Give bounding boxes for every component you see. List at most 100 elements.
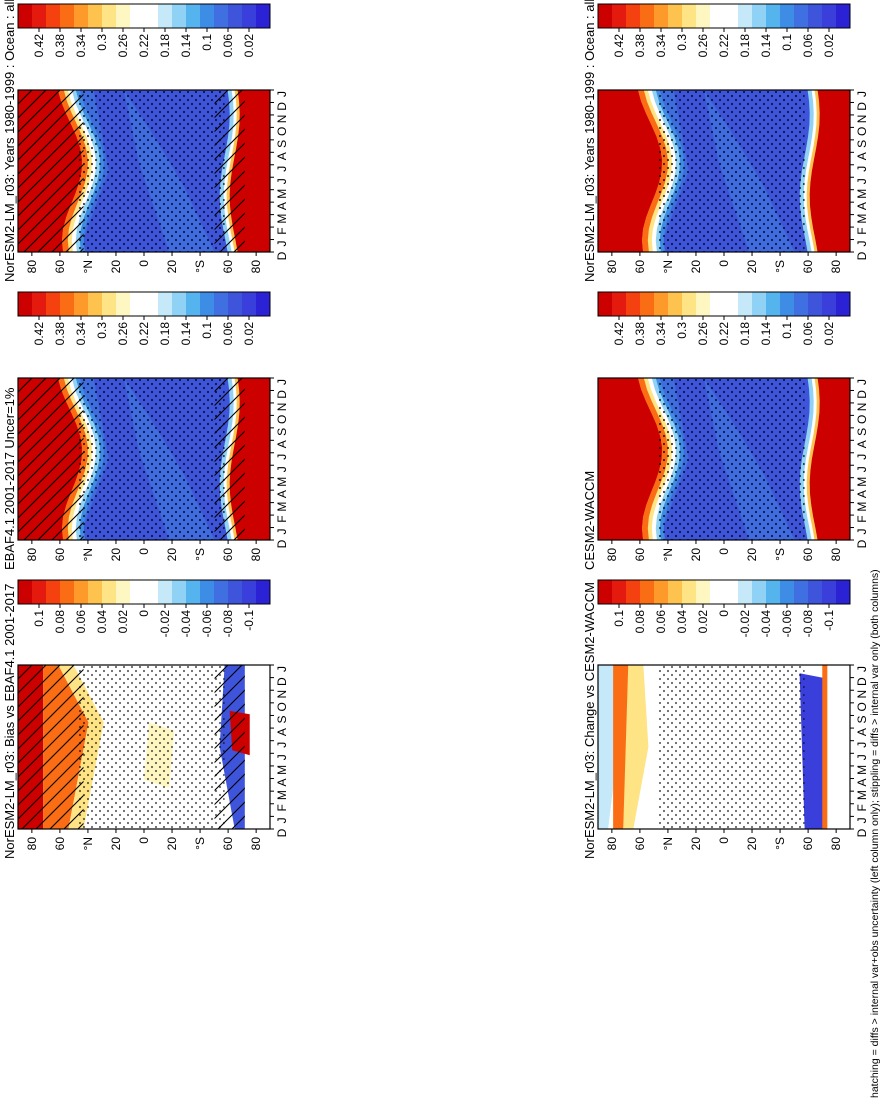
colorbar-label: 0 — [137, 610, 151, 617]
colorbar-swatch — [256, 292, 271, 316]
colorbar: 0.42 0.38 0.34 0.3 0.26 0.22 0.18 0.14 0.1 0.06 0.… — [597, 291, 851, 346]
lat-tick-label: 20 — [745, 837, 759, 851]
month-tick-label: M — [855, 790, 869, 800]
colorbar-swatch — [598, 580, 613, 604]
colorbar-swatch — [710, 580, 725, 604]
panel-title: NorESM2-LM_r03: Change vs CESM2-WACCM — [582, 582, 597, 859]
colorbar-swatch — [654, 4, 669, 28]
heatmap-field — [18, 665, 270, 829]
lat-tick-label: °S — [193, 260, 207, 273]
month-tick-label: M — [855, 477, 869, 487]
month-tick-label: J — [275, 166, 289, 172]
month-tick-label: J — [275, 817, 289, 823]
heatmap-field — [598, 90, 850, 252]
lat-tick-label: 20 — [745, 548, 759, 562]
month-tick-label: A — [275, 202, 289, 210]
month-tick-label: J — [855, 166, 869, 172]
colorbar-swatch — [752, 292, 767, 316]
month-tick-label: D — [855, 251, 869, 260]
chart-panel-6: 0.1 0.08 0.06 0.04 0.02 0 -0.02 -0.04 -0.06 -0.08… — [582, 579, 869, 859]
colorbar-label: 0.06 — [801, 322, 815, 346]
month-tick-label: S — [275, 715, 289, 723]
month-tick-label: J — [855, 742, 869, 748]
field-band — [809, 378, 850, 540]
colorbar-swatch — [214, 4, 229, 28]
colorbar-swatch — [654, 292, 669, 316]
month-tick-label: A — [855, 152, 869, 160]
month-tick-label: M — [855, 502, 869, 512]
month-tick-label: J — [275, 454, 289, 460]
month-tick-label: O — [855, 702, 869, 711]
colorbar-label: 0.3 — [95, 322, 109, 339]
heatmap-field — [598, 378, 850, 540]
hatching-overlay — [214, 90, 245, 252]
colorbar-label: 0.22 — [137, 34, 151, 58]
chart-panel-2: 0.42 0.38 0.34 0.3 0.26 0.22 0.18 0.14 0.1 0.06 0.… — [2, 291, 289, 570]
colorbar-swatch — [116, 292, 131, 316]
colorbar-swatch — [200, 4, 215, 28]
month-tick-label: F — [275, 804, 289, 811]
month-tick-label: J — [275, 241, 289, 247]
colorbar-swatch — [626, 4, 641, 28]
colorbar-swatch — [696, 4, 711, 28]
chart-panel-3: 0.1 0.08 0.06 0.04 0.02 0 -0.02 -0.04 -0.06 -0.08… — [2, 579, 289, 859]
colorbar-label: 0.34 — [654, 34, 668, 58]
hatching-overlay — [214, 378, 245, 540]
heatmap-field — [18, 90, 270, 252]
colorbar-label: 0.14 — [759, 322, 773, 346]
colorbar-swatch — [780, 4, 795, 28]
panel-title: EBAF4.1 2001-2017 Uncer=1% — [2, 387, 17, 570]
colorbar-swatch — [46, 4, 61, 28]
colorbar-label: 0.14 — [759, 34, 773, 58]
colorbar-label: -0.04 — [759, 610, 773, 638]
month-tick-label: M — [275, 189, 289, 199]
colorbar-label: 0.38 — [633, 34, 647, 58]
month-tick-label: F — [855, 804, 869, 811]
lat-tick-label: °S — [193, 548, 207, 561]
panel-title: NorESM2-LM_r03: Years 1980-1999 : Ocean … — [582, 0, 597, 282]
lat-tick-label: 60 — [801, 260, 815, 274]
lat-tick-label: °S — [773, 837, 787, 850]
colorbar-swatch — [256, 580, 271, 604]
lat-tick-label: 20 — [109, 260, 123, 274]
colorbar-swatch — [18, 580, 33, 604]
colorbar-swatch — [682, 4, 697, 28]
colorbar-swatch — [116, 580, 131, 604]
colorbar-label: 0.26 — [116, 322, 130, 346]
lat-tick-label: 60 — [53, 548, 67, 562]
month-tick-label: A — [275, 728, 289, 736]
hatching-overlay — [18, 665, 84, 829]
colorbar-swatch — [682, 580, 697, 604]
month-tick-label: S — [855, 428, 869, 436]
colorbar-label: 0.02 — [822, 322, 836, 346]
colorbar-swatch — [696, 580, 711, 604]
colorbar-label: 0.1 — [200, 322, 214, 339]
field-region — [598, 665, 619, 829]
colorbar-swatch — [780, 580, 795, 604]
colorbar-swatch — [794, 580, 809, 604]
colorbar-swatch — [88, 580, 103, 604]
colorbar-swatch — [822, 4, 837, 28]
colorbar-swatch — [130, 580, 145, 604]
colorbar-swatch — [228, 4, 243, 28]
month-tick-label: D — [275, 677, 289, 686]
month-tick-label: J — [855, 666, 869, 672]
colorbar-swatch — [668, 4, 683, 28]
colorbar-swatch — [668, 580, 683, 604]
month-tick-label: N — [275, 690, 289, 699]
colorbar-swatch — [640, 292, 655, 316]
month-tick-label: D — [855, 677, 869, 686]
colorbar-label: 0.02 — [242, 322, 256, 346]
colorbar-label: -0.08 — [801, 610, 815, 638]
colorbar-label: 0.02 — [696, 610, 710, 634]
colorbar: 0.42 0.38 0.34 0.3 0.26 0.22 0.18 0.14 0.1 0.06 0.… — [597, 3, 851, 58]
month-tick-label: F — [275, 227, 289, 234]
colorbar-label: 0.18 — [738, 34, 752, 58]
month-tick-label: D — [855, 102, 869, 111]
colorbar-label: 0.42 — [612, 34, 626, 58]
month-tick-label: J — [855, 379, 869, 385]
